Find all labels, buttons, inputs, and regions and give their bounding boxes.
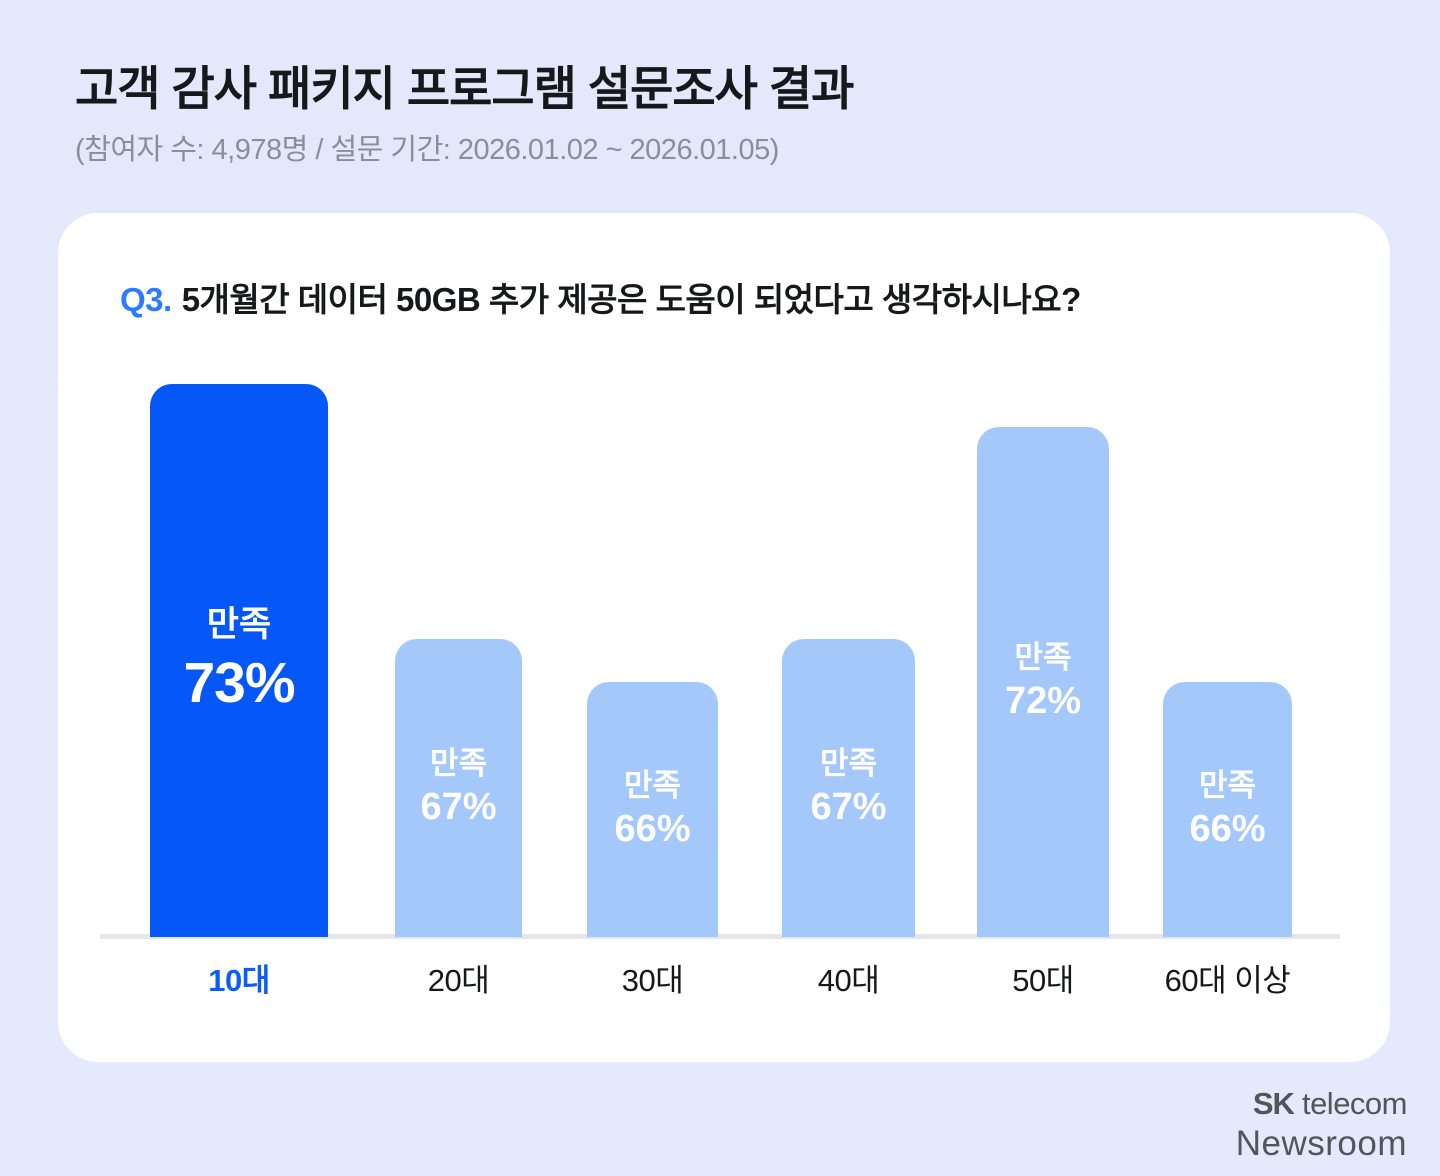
x-axis-label-50대: 50대: [1012, 963, 1074, 998]
newsroom-logo-text: Newsroom: [1235, 1123, 1407, 1163]
bar-20대: 만족 67%: [395, 639, 522, 937]
question-body: 5개월간 데이터 50GB 추가 제공은 도움이 되었다고 생각하시나요?: [181, 281, 1082, 318]
bar-10대: 만족 73%: [150, 384, 328, 937]
chart-card: Q3. 5개월간 데이터 50GB 추가 제공은 도움이 되었다고 생각하시나요?…: [58, 213, 1390, 1062]
telecom-logo-text: telecom: [1301, 1086, 1408, 1121]
bar-value-label: 67%: [810, 786, 887, 829]
x-axis-label-10대: 10대: [208, 963, 270, 998]
bar-satisfaction-label: 만족: [206, 605, 272, 645]
bar-satisfaction-label: 만족: [1014, 640, 1072, 676]
x-axis-label-40대: 40대: [817, 963, 880, 998]
question-number: Q3.: [120, 281, 172, 318]
brand-line-sk-telecom: SK telecom: [1236, 1086, 1408, 1122]
bar-value-label: 72%: [1004, 680, 1082, 723]
x-axis-line: [100, 934, 1340, 939]
bar-value-label: 67%: [420, 786, 497, 829]
bar-50대: 만족 72%: [977, 427, 1109, 937]
bar-satisfaction-label: 만족: [819, 746, 878, 782]
bar-satisfaction-label: 만족: [623, 767, 682, 803]
bar-satisfaction-label: 만족: [1198, 767, 1257, 803]
bar-value-label: 66%: [614, 807, 691, 850]
x-axis-label-30대: 30대: [621, 963, 684, 998]
sk-logo-text: SK: [1252, 1086, 1295, 1121]
bar-chart: 만족 73% 만족 67% 만족 66% 만족 67% 만족 72% 만족 66% 10대 20대 30대…: [58, 213, 1390, 1062]
bar-satisfaction-label: 만족: [429, 746, 488, 782]
page-title: 고객 감사 패키지 프로그램 설문조사 결과: [75, 62, 854, 115]
x-axis-label-20대: 20대: [427, 963, 490, 998]
x-axis-label-60대 이상: 60대 이상: [1164, 963, 1291, 998]
question-text: Q3. 5개월간 데이터 50GB 추가 제공은 도움이 되었다고 생각하시나요?: [120, 273, 1081, 321]
bar-30대: 만족 66%: [587, 682, 718, 937]
bar-60대 이상: 만족 66%: [1163, 682, 1292, 937]
bar-40대: 만족 67%: [782, 639, 915, 937]
bar-value-label: 73%: [183, 650, 295, 715]
page-subtitle: (참여자 수: 4,978명 / 설문 기간: 2026.01.02 ~ 202…: [75, 134, 779, 166]
bar-value-label: 66%: [1189, 807, 1266, 850]
brand-logo: SK telecom Newsroom: [1235, 1086, 1408, 1164]
